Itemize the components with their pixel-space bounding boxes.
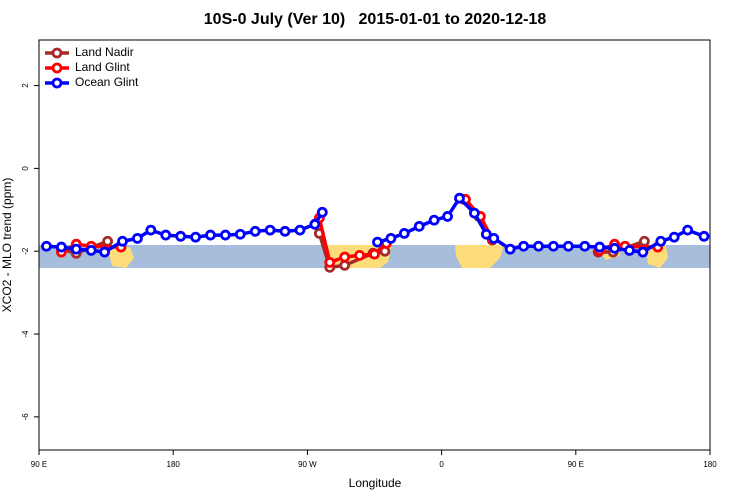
data-point: [145, 224, 157, 236]
y-tick-label: 0: [21, 166, 30, 171]
data-point: [398, 228, 410, 239]
data-point: [190, 231, 201, 243]
legend-label: Ocean Glint: [75, 75, 139, 89]
data-point: [454, 192, 465, 204]
data-point: [638, 235, 650, 247]
data-point: [488, 232, 500, 244]
data-point: [354, 249, 365, 261]
data-point: [175, 230, 187, 242]
x-tick-label: 180: [703, 460, 717, 469]
data-point: [264, 224, 276, 236]
data-point: [85, 244, 97, 256]
data-point: [518, 240, 530, 252]
data-point: [533, 240, 544, 252]
legend-marker: [51, 62, 63, 74]
data-point: [682, 224, 694, 236]
data-point: [249, 225, 261, 237]
x-axis-label: Longitude: [349, 476, 402, 490]
x-tick-label: 90 E: [31, 460, 47, 469]
data-point: [309, 218, 321, 230]
data-point: [562, 240, 574, 252]
data-point: [442, 211, 453, 222]
data-point: [504, 243, 516, 255]
data-point: [413, 220, 425, 232]
data-point: [609, 242, 620, 254]
y-tick-label: -6: [21, 413, 30, 421]
plot-frame: [38, 39, 711, 451]
land-patch: [455, 245, 504, 268]
data-point: [99, 246, 111, 258]
data-point: [279, 225, 291, 237]
data-point: [624, 244, 635, 256]
data-point: [219, 229, 231, 241]
data-point: [294, 224, 306, 236]
data-point: [205, 229, 216, 241]
land-patch: [108, 247, 134, 268]
data-point: [469, 207, 480, 219]
data-point: [160, 229, 172, 241]
data-point: [385, 232, 397, 244]
data-point: [117, 235, 128, 247]
data-point: [668, 231, 680, 243]
series-line: [60, 198, 658, 265]
data-point: [339, 251, 351, 263]
data-point: [234, 228, 246, 240]
x-tick-label: 0: [439, 460, 444, 469]
x-tick-label: 90 W: [298, 460, 317, 469]
data-point: [102, 235, 113, 247]
data-point: [324, 256, 336, 268]
y-tick-label: 2: [21, 83, 30, 88]
data-point: [637, 246, 649, 258]
x-tick-label: 90 E: [568, 460, 584, 469]
data-point: [339, 259, 351, 271]
data-point: [579, 240, 591, 252]
chart-title: 10S-0 July (Ver 10) 2015-01-01 to 2020-1…: [204, 11, 547, 28]
data-point: [594, 241, 606, 253]
data-point: [548, 240, 559, 252]
data-point: [70, 243, 82, 255]
data-point: [41, 240, 52, 252]
legend-marker: [51, 77, 63, 89]
land-patch: [646, 246, 668, 268]
y-axis-label: XCO2 - MLO trend (ppm): [0, 178, 14, 313]
data-point: [698, 230, 710, 242]
x-tick-label: 180: [167, 460, 181, 469]
data-point: [369, 248, 380, 260]
data-point: [655, 235, 667, 247]
data-point: [316, 206, 328, 218]
data-point: [132, 232, 143, 244]
series: [41, 192, 710, 258]
legend-label: Land Glint: [75, 60, 130, 74]
data-point: [372, 236, 383, 248]
data-point: [428, 214, 440, 226]
legend-marker: [51, 47, 63, 59]
y-tick-label: -2: [21, 247, 30, 255]
legend-label: Land Nadir: [75, 45, 134, 59]
y-tick-label: -4: [21, 330, 30, 338]
data-point: [55, 241, 67, 253]
